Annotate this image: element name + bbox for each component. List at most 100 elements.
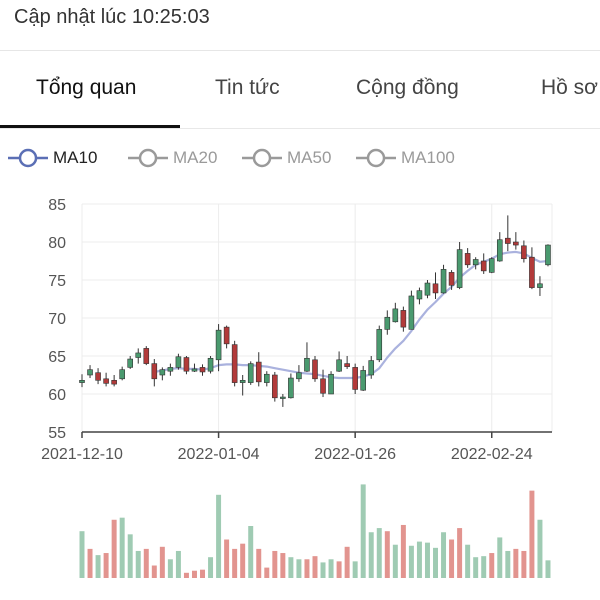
candle-up: [537, 283, 543, 288]
volume-bar: [368, 532, 374, 578]
candle-down: [432, 283, 439, 294]
candle-down: [529, 256, 535, 288]
line-circle-icon: [242, 148, 282, 168]
legend-ma20-label: MA20: [173, 148, 218, 167]
candle-down: [255, 361, 262, 383]
candle-up: [119, 369, 125, 380]
line-circle-icon: [356, 148, 396, 168]
volume-bar: [392, 544, 398, 578]
volume-bar: [400, 524, 406, 578]
candle-up: [167, 367, 174, 372]
volume-bar: [280, 553, 286, 578]
candle-down: [480, 260, 487, 272]
legend-ma50[interactable]: MA50: [242, 144, 331, 172]
active-tab-indicator: [0, 125, 180, 128]
candle-up: [456, 249, 463, 288]
candle-up: [392, 308, 399, 323]
candle-down: [231, 344, 238, 383]
volume-bar: [167, 559, 173, 578]
legend-ma20[interactable]: MA20: [128, 144, 217, 172]
candle-down: [464, 253, 471, 266]
volume-bar: [505, 550, 511, 578]
volume-bar: [441, 532, 447, 578]
candle-up: [408, 295, 415, 330]
candle-up: [127, 358, 133, 368]
candle-down: [320, 378, 326, 394]
header-divider: [0, 50, 600, 51]
volume-bar: [264, 567, 270, 578]
candle-up: [215, 329, 222, 361]
candle-up: [416, 290, 423, 300]
volume-bar: [408, 545, 414, 578]
volume-bar: [200, 569, 206, 578]
volume-bar: [537, 519, 543, 578]
candle-down: [199, 367, 206, 373]
volume-bar: [513, 548, 519, 578]
volume-bar: [159, 546, 165, 578]
candle-up: [496, 239, 503, 262]
candle-down: [505, 237, 511, 244]
candle-down: [151, 363, 158, 380]
volume-bar: [232, 548, 238, 578]
volume-bar: [111, 519, 117, 578]
legend-ma100[interactable]: MA100: [356, 144, 455, 172]
volume-bar: [216, 494, 222, 578]
candle-up: [304, 357, 310, 372]
candle-down: [95, 372, 101, 381]
candle-up: [376, 329, 383, 361]
candle-up: [263, 373, 270, 383]
candle-down: [143, 348, 150, 364]
volume-bar: [296, 559, 302, 578]
x-tick-label: 2022-01-04: [178, 446, 260, 463]
y-tick-label: 55: [48, 425, 66, 442]
price-chart[interactable]: 85 80 75 70 65 60 55 2021-12-10 2022-01-04 2022-0…: [0, 180, 600, 600]
volume-bar: [521, 550, 527, 578]
volume-bar: [119, 517, 125, 578]
line-circle-icon: [8, 148, 48, 168]
y-tick-label: 70: [48, 311, 66, 328]
candle-up: [288, 377, 294, 399]
volume-bar: [529, 490, 535, 578]
update-timestamp: Cập nhật lúc 10:25:03: [14, 6, 210, 28]
legend-ma10[interactable]: MA10: [8, 144, 97, 172]
volume-bar: [143, 548, 149, 578]
y-tick-label: 65: [48, 349, 66, 366]
candle-down: [344, 363, 350, 367]
volume-bar: [224, 539, 230, 578]
volume-bar: [103, 553, 109, 578]
volume-bar: [352, 561, 358, 578]
tab-profile[interactable]: Hồ sơ: [541, 76, 598, 99]
candle-up: [424, 282, 431, 296]
tab-community[interactable]: Cộng đồng: [356, 76, 459, 99]
x-tick-label: 2022-01-26: [314, 446, 396, 463]
volume-bar: [135, 550, 141, 578]
volume-bar: [433, 547, 438, 578]
y-tick-label: 60: [48, 387, 66, 404]
tab-overview[interactable]: Tổng quan: [36, 76, 137, 99]
candle-up: [79, 380, 85, 383]
volume-bar: [304, 559, 310, 578]
volume-bar: [416, 541, 422, 578]
volume-bar: [248, 526, 254, 578]
candle-down: [312, 359, 318, 380]
volume-bar: [376, 528, 382, 578]
candle-down: [513, 241, 519, 246]
volume-bar: [449, 539, 455, 578]
volume-bar: [79, 531, 85, 578]
candle-down: [103, 378, 109, 384]
candle-up: [472, 259, 479, 266]
x-tick-label: 2022-02-24: [451, 446, 533, 463]
candle-down: [183, 357, 190, 372]
volume-bar: [127, 534, 133, 578]
legend-ma10-label: MA10: [53, 148, 98, 167]
candle-up: [280, 396, 286, 399]
volume-bar: [336, 561, 342, 578]
line-circle-icon: [128, 148, 168, 168]
volume-bar: [208, 557, 214, 578]
candle-up: [296, 372, 302, 380]
candle-down: [448, 272, 455, 286]
volume-bar: [256, 548, 262, 578]
tab-news[interactable]: Tin tức: [215, 76, 280, 99]
candle-up: [384, 316, 391, 330]
volume-bar: [360, 484, 366, 578]
